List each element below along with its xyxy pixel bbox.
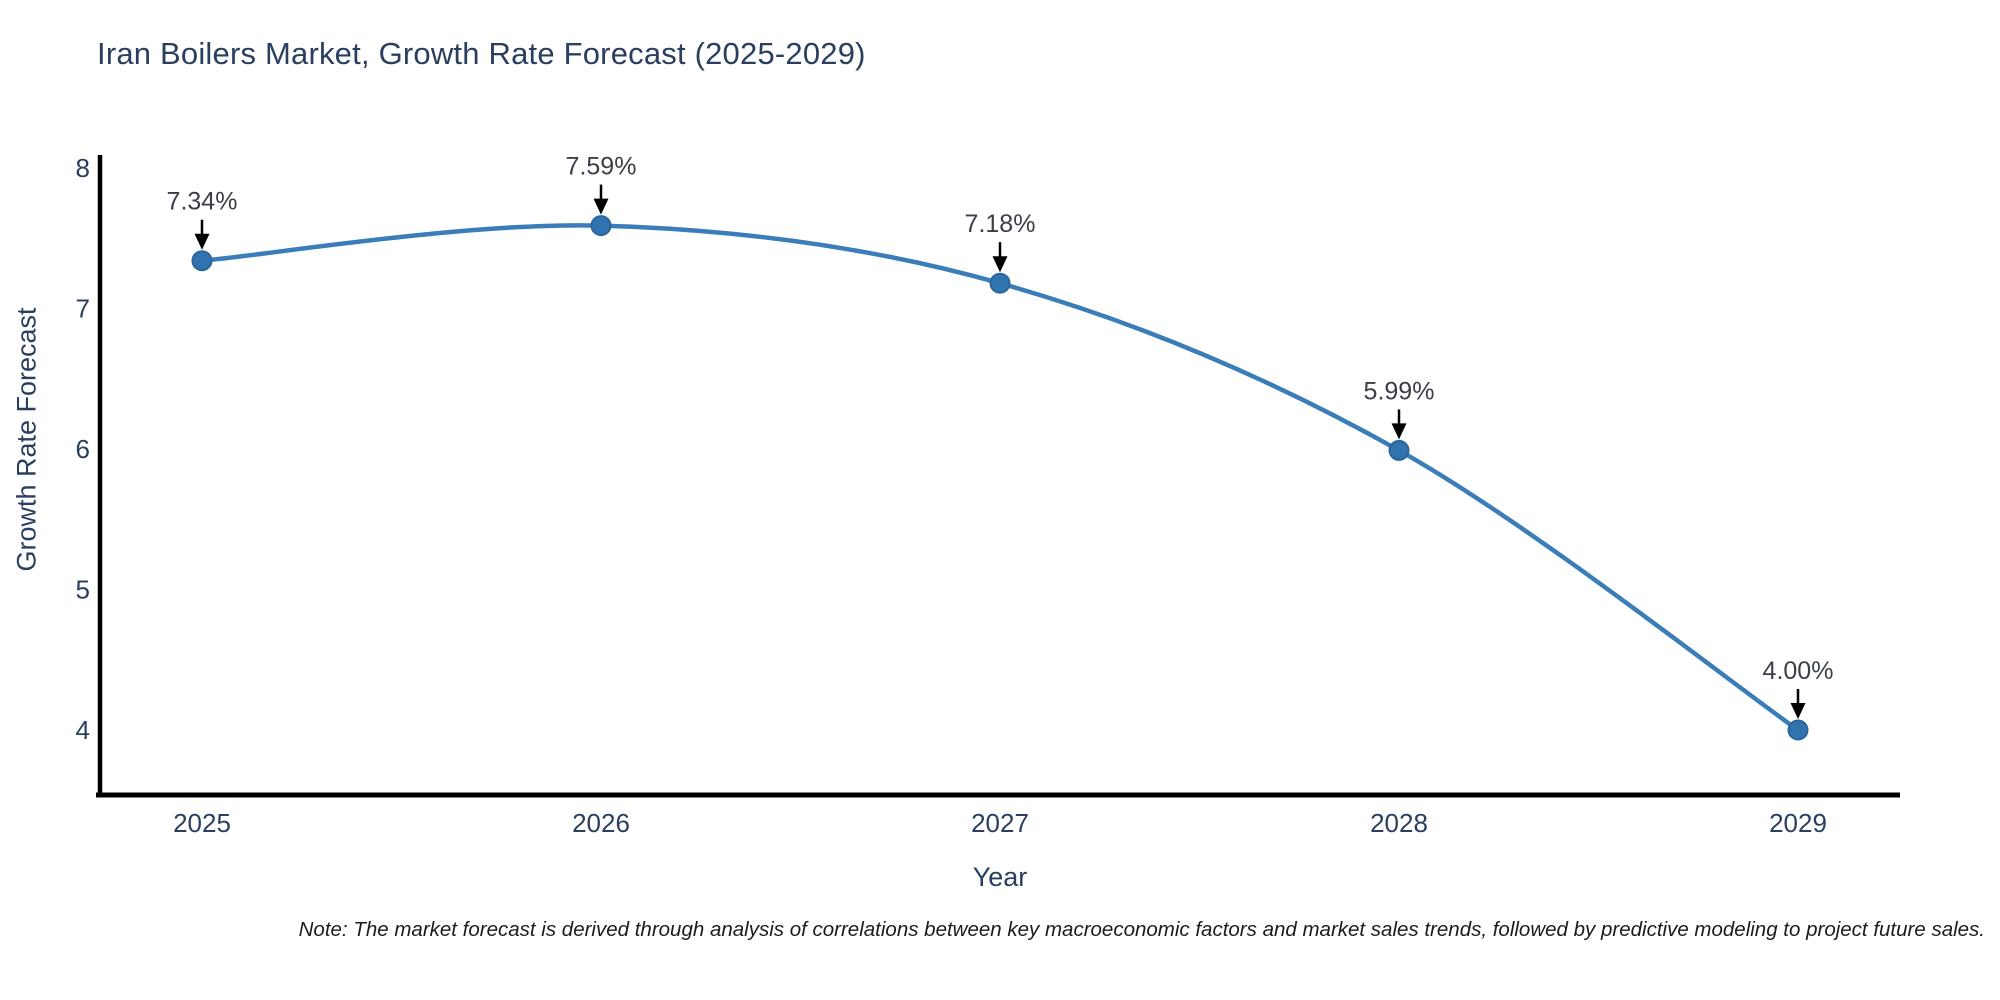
y-tick-label: 6 (76, 434, 90, 464)
x-tick-label: 2027 (971, 808, 1029, 838)
trend-line (199, 223, 1801, 733)
data-point-label: 5.99% (1364, 377, 1435, 405)
data-point-marker[interactable] (590, 215, 612, 237)
data-point-marker[interactable] (1388, 439, 1410, 461)
data-point-marker[interactable] (1787, 719, 1809, 741)
data-point-label: 7.59% (566, 153, 637, 181)
y-tick-label: 4 (76, 715, 90, 745)
data-point-label: 4.00% (1763, 657, 1834, 685)
footnote: Note: The market forecast is derived thr… (298, 918, 1985, 941)
annotation-arrow-head (992, 256, 1008, 273)
x-tick-label: 2028 (1370, 808, 1428, 838)
x-tick-label: 2026 (572, 808, 630, 838)
y-tick-label: 7 (76, 294, 90, 324)
annotation-arrow-head (194, 233, 210, 250)
data-point-label: 7.18% (965, 210, 1036, 238)
annotation-arrow-head (1391, 423, 1407, 440)
data-point-label: 7.34% (167, 188, 238, 216)
data-point-marker[interactable] (191, 250, 213, 272)
y-tick-label: 5 (76, 575, 90, 605)
annotation-arrow-head (1790, 703, 1806, 719)
data-point-marker[interactable] (989, 272, 1011, 294)
x-tick-label: 2025 (173, 808, 231, 838)
chart-title: Iran Boilers Market, Growth Rate Forecas… (97, 36, 866, 71)
y-axis-title: Growth Rate Forecast (11, 307, 42, 572)
x-tick-label: 2029 (1769, 808, 1827, 838)
x-axis-title: Year (972, 862, 1028, 892)
y-tick-label: 8 (76, 153, 90, 183)
annotation-arrow-head (593, 198, 609, 215)
